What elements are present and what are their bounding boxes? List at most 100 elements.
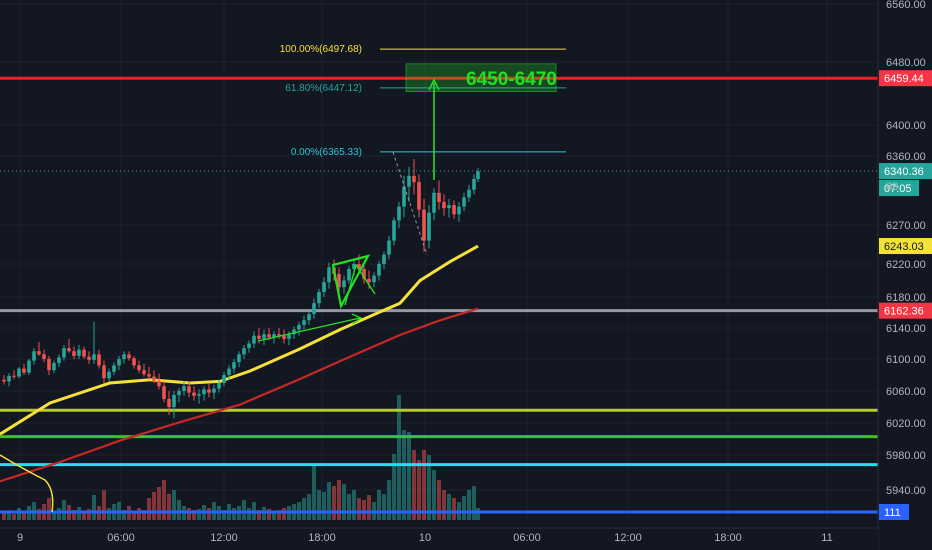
candle-body-76 xyxy=(382,254,386,264)
candle-body-43 xyxy=(217,383,221,389)
volume-bar-61 xyxy=(307,494,311,520)
volume-bar-35 xyxy=(177,500,181,520)
candle-body-18 xyxy=(92,354,96,360)
price-tick-6: 6180.00 xyxy=(886,292,926,304)
candle-body-33 xyxy=(167,399,171,407)
last_price-badge-text: 6340.36 xyxy=(884,166,924,178)
moving-averages[interactable] xyxy=(0,244,479,483)
ma_yellow-badge-text: 6243.03 xyxy=(884,241,924,253)
candle-body-21 xyxy=(107,371,111,379)
candle-body-35 xyxy=(177,391,181,395)
volume-bar-94 xyxy=(472,486,476,520)
candle-body-19 xyxy=(97,354,101,366)
gray_level-badge-text: 6162.36 xyxy=(884,306,924,318)
candle-body-72 xyxy=(362,268,366,279)
drawings[interactable] xyxy=(0,78,440,513)
candle-body-6 xyxy=(32,351,36,361)
fib-label-0: 100.00%(6497.68) xyxy=(280,44,362,55)
volume-bar-92 xyxy=(462,496,466,520)
candle-body-49 xyxy=(247,343,251,349)
volume-bar-3 xyxy=(17,508,21,520)
volume-bar-62 xyxy=(312,465,316,520)
volume-bar-1 xyxy=(7,510,11,520)
volume-bar-64 xyxy=(322,492,326,520)
volume-bar-33 xyxy=(167,494,171,520)
price-tick-2: 6400.00 xyxy=(886,120,926,132)
volume-bar-12 xyxy=(62,500,66,520)
candle-body-13 xyxy=(67,348,71,352)
volume-bar-88 xyxy=(442,490,446,520)
candle-body-81 xyxy=(407,175,411,187)
volume-bar-72 xyxy=(362,500,366,520)
volume-badge-text: 111 xyxy=(884,507,901,519)
candle-body-3 xyxy=(17,368,21,377)
candle-body-65 xyxy=(327,267,331,283)
candle-body-25 xyxy=(127,354,131,359)
candle-body-53 xyxy=(267,334,271,338)
candle-body-32 xyxy=(162,386,166,399)
candle-body-44 xyxy=(222,375,226,383)
candle-body-51 xyxy=(257,335,261,339)
volume-bar-31 xyxy=(157,487,161,520)
volume-bar-54 xyxy=(272,511,276,520)
candle-body-94 xyxy=(472,179,476,190)
volume-bar-82 xyxy=(412,450,416,520)
yellow-ma-line[interactable] xyxy=(0,244,479,436)
candle-body-63 xyxy=(317,292,321,304)
candle-body-50 xyxy=(252,335,256,344)
candle-body-42 xyxy=(212,388,216,393)
time-axis-panel xyxy=(0,528,878,550)
volume-bar-51 xyxy=(257,510,261,520)
volume-bar-4 xyxy=(22,511,26,520)
price-tick-7: 6140.00 xyxy=(886,323,926,335)
volume-bar-0 xyxy=(2,512,6,520)
candle-body-90 xyxy=(452,205,456,215)
candle-body-62 xyxy=(312,303,316,315)
candle-body-27 xyxy=(137,365,141,371)
volume-bar-87 xyxy=(437,480,441,520)
volume-bar-48 xyxy=(242,500,246,520)
volume-bar-17 xyxy=(87,509,91,520)
candle-body-67 xyxy=(337,273,341,288)
candle-body-1 xyxy=(7,375,11,382)
price-tick-3: 6360.00 xyxy=(886,151,926,163)
candle-body-0 xyxy=(2,379,6,382)
candle-body-38 xyxy=(192,392,196,396)
red_level-badge-text: 6459.44 xyxy=(884,73,924,85)
volume-bar-90 xyxy=(452,498,456,520)
volume-bar-75 xyxy=(377,490,381,520)
volume-bar-29 xyxy=(147,498,151,520)
candle-body-39 xyxy=(197,394,201,396)
candle-body-52 xyxy=(262,334,266,339)
candle-body-69 xyxy=(347,268,351,281)
horizontal-levels[interactable] xyxy=(0,76,878,514)
volume-bar-39 xyxy=(197,509,201,520)
countdown-badge-text: 07:05 xyxy=(884,183,912,195)
volume-bar-79 xyxy=(397,395,401,520)
volume-bar-10 xyxy=(52,511,56,520)
target-zone[interactable] xyxy=(405,63,557,92)
volume-bar-60 xyxy=(302,498,306,520)
candle-body-46 xyxy=(232,362,236,369)
candles xyxy=(2,159,480,419)
candle-body-24 xyxy=(122,354,126,359)
price-tick-11: 5980.00 xyxy=(886,450,926,462)
candle-body-84 xyxy=(422,209,426,241)
volume-bar-2 xyxy=(12,514,16,520)
red-ma-line[interactable] xyxy=(0,307,479,483)
volume-bar-53 xyxy=(267,509,271,520)
candle-body-7 xyxy=(37,351,41,355)
volume-bar-16 xyxy=(82,511,86,520)
volume-bar-83 xyxy=(417,460,421,520)
volume-bar-34 xyxy=(172,490,176,520)
volume-bar-30 xyxy=(152,492,156,520)
candle-body-15 xyxy=(77,349,81,356)
candle-body-85 xyxy=(427,212,431,241)
candle-body-56 xyxy=(282,335,286,339)
volume-bar-27 xyxy=(137,508,141,520)
ma_yellow-badge xyxy=(879,238,932,255)
candle-body-9 xyxy=(47,359,51,371)
volume-bar-89 xyxy=(447,494,451,520)
target-arrow-head xyxy=(428,78,440,91)
